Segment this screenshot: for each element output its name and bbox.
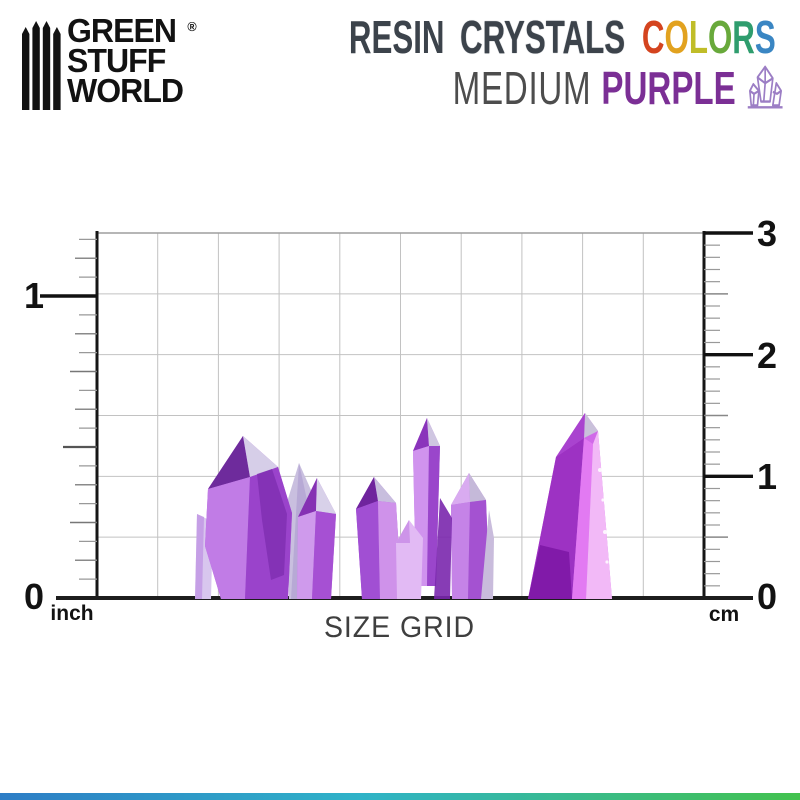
crystal-cluster-middle: [356, 418, 494, 599]
logo-sticks-icon: [22, 21, 61, 110]
inch-label-1: 1: [23, 275, 44, 316]
cm-label-2: 2: [757, 335, 778, 376]
size-grid-caption: SIZE GRID: [324, 611, 476, 644]
title-colors: COLORS: [642, 11, 776, 63]
cm-label-0: 0: [757, 576, 778, 617]
title-crystals: CRYSTALS: [460, 11, 626, 63]
title-medium: MEDIUM: [452, 62, 592, 114]
cm-label-1: 1: [757, 456, 778, 497]
crystal-cluster-icon: [747, 65, 783, 109]
logo-line-1: GREEN ®: [67, 12, 197, 49]
logo-line-3: WORLD: [67, 72, 184, 109]
logo-line-2: STUFF: [67, 42, 166, 79]
logo-wordmark: GREEN ® STUFF WORLD: [67, 12, 197, 109]
title-line-2: MEDIUM PURPLE: [148, 60, 786, 114]
crystal-cluster-left: [195, 436, 336, 599]
title-line-1: RESIN CRYSTALS COLORS: [148, 14, 786, 60]
footer-color-bar: [0, 793, 800, 800]
title-resin: RESIN: [349, 11, 445, 63]
inch-unit-label: inch: [50, 602, 94, 625]
cm-unit-label: cm: [708, 603, 740, 626]
inch-label-0: 0: [23, 576, 44, 617]
brand-logo: GREEN ® STUFF WORLD: [22, 12, 197, 112]
cm-label-3: 3: [757, 213, 778, 254]
title-purple: PURPLE: [601, 62, 736, 114]
registered-mark: ®: [187, 19, 197, 34]
product-title: RESIN CRYSTALS COLORS MEDIUM PURPLE: [148, 14, 786, 114]
crystal-pillar-right: [528, 413, 612, 599]
